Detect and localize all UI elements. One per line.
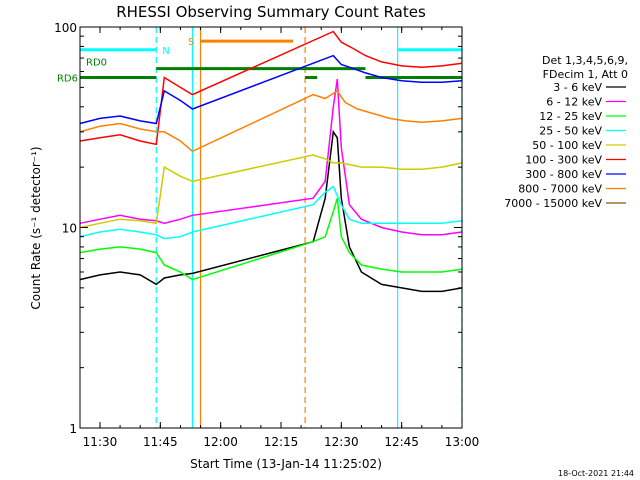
flag-label-rd6: RD6 — [57, 73, 78, 84]
plot-decorations — [155, 27, 463, 428]
flag-label-s: S — [188, 37, 194, 48]
axes: 11:30 11:45 12:00 12:15 12:30 12:45 13:00 1 10 10… — [54, 21, 479, 449]
series-line-5 — [79, 30, 463, 146]
legend-entry-label: 3 - 6 keV — [553, 81, 602, 94]
x-tick-label: 12:45 — [384, 435, 419, 449]
series-line-6 — [79, 54, 463, 125]
x-tick-label: 12:00 — [203, 435, 238, 449]
series-line-0 — [79, 129, 463, 293]
y-tick-label: 1 — [69, 422, 77, 436]
chart-title: RHESSI Observing Summary Count Rates — [116, 3, 426, 21]
x-tick-label: 11:45 — [143, 435, 178, 449]
series-line-4 — [79, 154, 463, 229]
y-tick-label: 100 — [54, 21, 77, 35]
legend-entry-label: 50 - 100 keV — [532, 139, 602, 152]
legend-entry-label: 300 - 800 keV — [525, 168, 602, 181]
y-tick-label: 10 — [62, 222, 77, 236]
flag-label-n: N — [162, 46, 169, 57]
x-tick-label: 12:30 — [324, 435, 359, 449]
x-tick-label: 13:00 — [445, 435, 480, 449]
legend-entry-label: 12 - 25 keV — [539, 110, 602, 123]
flag-label-rd0: RD0 — [86, 58, 107, 69]
legend-header: Det 1,3,4,5,6,9, — [542, 54, 628, 67]
plot-frame — [79, 26, 463, 429]
legend-entry-label: 100 - 300 keV — [525, 154, 602, 167]
series-line-1 — [79, 78, 463, 236]
series-line-3 — [79, 185, 463, 240]
x-tick-label: 11:30 — [83, 435, 118, 449]
series-line-7 — [79, 89, 463, 153]
flag-bars: N S RD0 RD6 — [57, 37, 462, 84]
legend-entry-label: 6 - 12 keV — [546, 96, 602, 109]
legend-header: FDecim 1, Att 0 — [543, 68, 628, 81]
x-tick-label: 12:15 — [264, 435, 299, 449]
legend: Det 1,3,4,5,6,9,FDecim 1, Att 03 - 6 keV… — [504, 54, 628, 210]
y-axis-label: Count Rate (s⁻¹ detector⁻¹) — [29, 146, 43, 309]
footer-timestamp: 18-Oct-2021 21:44 — [558, 469, 634, 478]
x-axis-label: Start Time (13-Jan-14 11:25:02) — [190, 457, 382, 471]
series-line-2 — [79, 197, 463, 281]
legend-entry-label: 7000 - 15000 keV — [504, 197, 602, 210]
series-lines — [79, 30, 463, 293]
legend-entry-label: 800 - 7000 keV — [518, 183, 602, 196]
legend-entry-label: 25 - 50 keV — [539, 125, 602, 138]
